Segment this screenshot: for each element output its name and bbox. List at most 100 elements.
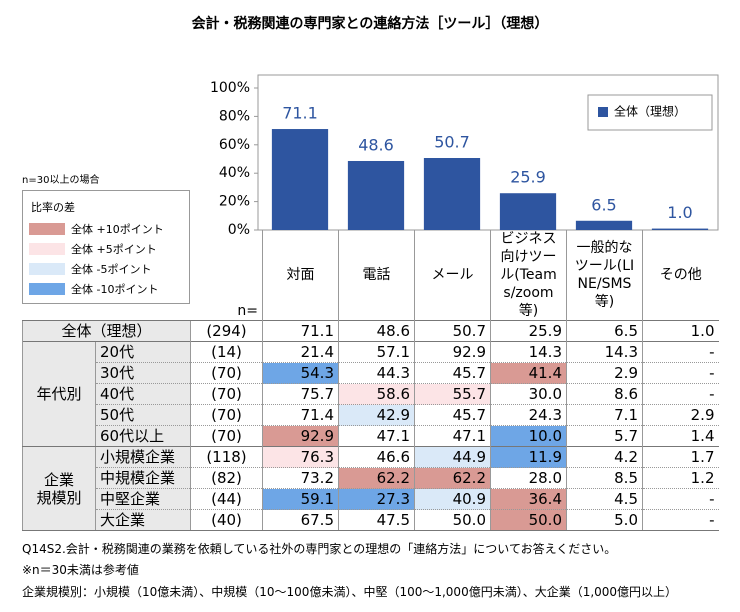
value-cell: 44.9 — [414, 446, 491, 468]
column-header: メール — [414, 230, 491, 321]
legend-swatch — [29, 223, 65, 235]
table-row: 企業 規模別 小規模企業 (118) 76.3 46.6 44.9 11.9 4.2 1.7 — [22, 446, 719, 531]
value-cell: 62.2 — [338, 467, 415, 489]
value-cell: 50.0 — [490, 509, 567, 531]
y-tick-label: 100% — [210, 80, 250, 96]
value-cell: 28.0 — [490, 467, 567, 489]
column-header: 一般的なツール(LINE/SMS等) — [566, 230, 643, 321]
value-cell: 55.7 — [414, 383, 491, 405]
table-row: 30代 (70) 54.3 44.3 45.7 41.4 2.9- — [23, 362, 719, 384]
value-cell: 59.1 — [262, 488, 339, 510]
value-cell: 5.7 — [566, 425, 643, 447]
row-label: 全体（理想） — [22, 320, 191, 342]
value-cell: 27.3 — [338, 488, 415, 510]
n-header: n= — [237, 303, 258, 319]
value-cell: 4.2 — [566, 446, 643, 468]
value-cell: 47.1 — [414, 425, 491, 447]
legend-swatch — [29, 263, 65, 275]
footnote: 企業規模別：小規模（10億未満）、中規模（10～100億未満）、中堅（100～1… — [22, 585, 678, 599]
value-cell: 6.5 — [566, 320, 643, 342]
value-cell: 76.3 — [262, 446, 339, 468]
value-cell: 50.7 — [414, 320, 491, 342]
table-row: 40代 (70) 75.7 58.6 55.7 30.0 8.6- — [23, 383, 719, 405]
column-header: ビジネス向けツール(Teams/zoom等) — [490, 230, 567, 321]
value-cell: 54.3 — [262, 362, 339, 384]
value-cell: - — [642, 341, 719, 363]
row-label: 中堅企業 — [95, 488, 191, 510]
row-label: 50代 — [95, 404, 191, 426]
header-row: n= 対面 電話 メール ビジネス向けツール(Teams/zoom等) 一般的なツール(L… — [23, 230, 719, 321]
value-cell: 41.4 — [490, 362, 567, 384]
value-cell: 1.0 — [642, 320, 719, 342]
row-label: 中規模企業 — [95, 467, 191, 489]
group-label: 企業 規模別 — [22, 446, 96, 531]
value-cell: 24.3 — [490, 404, 567, 426]
value-cell: 45.7 — [414, 362, 491, 384]
value-cell: - — [642, 362, 719, 384]
value-cell: 1.4 — [642, 425, 719, 447]
legend-title: 比率の差 — [31, 201, 75, 214]
bar — [575, 220, 633, 230]
value-cell: 40.9 — [414, 488, 491, 510]
diff-legend: 比率の差 全体 +10ポイント 全体 +5ポイント 全体 -5ポイント 全体 -10ポ… — [22, 190, 190, 304]
footnote: ※n＝30未満は参考値 — [22, 563, 139, 577]
value-cell: 45.7 — [414, 404, 491, 426]
value-cell: 92.9 — [414, 341, 491, 363]
legend-item: 全体 -10ポイント — [29, 281, 158, 297]
y-tick-label: 60% — [219, 137, 250, 153]
value-cell: 48.6 — [338, 320, 415, 342]
n-cell: (70) — [190, 404, 263, 426]
n-cell: (44) — [190, 488, 263, 510]
column-header: その他 — [642, 230, 719, 321]
legend-swatch — [29, 283, 65, 295]
value-cell: 73.2 — [262, 467, 339, 489]
value-cell: 14.3 — [490, 341, 567, 363]
n-cell: (294) — [190, 320, 263, 342]
row-label: 60代以上 — [95, 425, 191, 447]
value-cell: 62.2 — [414, 467, 491, 489]
legend-label: 全体 -10ポイント — [71, 283, 159, 296]
y-tick-label: 20% — [219, 194, 250, 210]
row-label: 小規模企業 — [95, 446, 191, 468]
value-cell: 71.4 — [262, 404, 339, 426]
footnote: Q14S2.会計・税務関連の業務を依頼している社外の専門家との理想の「連絡方法」… — [22, 542, 617, 556]
value-cell: 8.5 — [566, 467, 643, 489]
value-cell: 11.9 — [490, 446, 567, 468]
legend-swatch — [29, 243, 65, 255]
value-cell: 21.4 — [262, 341, 339, 363]
n-cell: (70) — [190, 383, 263, 405]
y-tick-label: 0% — [228, 222, 250, 238]
value-cell: 67.5 — [262, 509, 339, 531]
value-cell: 44.3 — [338, 362, 415, 384]
value-cell: 5.0 — [566, 509, 643, 531]
table-row: 大企業 (40) 67.5 47.5 50.0 50.0 5.0- — [23, 509, 719, 531]
value-cell: 2.9 — [642, 404, 719, 426]
legend-label: 全体 -5ポイント — [71, 263, 152, 276]
value-cell: 42.9 — [338, 404, 415, 426]
n-cell: (118) — [190, 446, 263, 468]
value-cell: 75.7 — [262, 383, 339, 405]
value-cell: 58.6 — [338, 383, 415, 405]
value-cell: 47.1 — [338, 425, 415, 447]
legend-swatch — [598, 107, 608, 117]
value-cell: - — [642, 488, 719, 510]
n-cell: (70) — [190, 425, 263, 447]
value-cell: 2.9 — [566, 362, 643, 384]
value-cell: 50.0 — [414, 509, 491, 531]
legend-label: 全体（理想） — [614, 104, 686, 119]
table-row: 50代 (70) 71.4 42.9 45.7 24.3 7.1 2.9 — [23, 404, 719, 426]
table-row: 年代別 20代 (14) 21.4 57.1 92.9 14.3 14.3- — [22, 341, 719, 447]
value-cell: 71.1 — [262, 320, 339, 342]
legend-item: 全体 -5ポイント — [29, 261, 151, 277]
table-row: 中規模企業 (82) 73.2 62.2 62.2 28.0 8.5 1.2 — [23, 467, 719, 489]
y-tick-label: 80% — [219, 108, 250, 124]
total-row: 全体（理想） (294) 71.1 48.6 50.7 25.9 6.5 1.0 — [22, 320, 719, 342]
value-label: 1.0 — [667, 203, 692, 222]
value-cell: 57.1 — [338, 341, 415, 363]
value-label: 71.1 — [282, 104, 318, 123]
table-row: 60代以上 (70) 92.9 47.1 47.1 10.0 5.7 1.4 — [23, 425, 719, 447]
blank — [23, 230, 191, 321]
value-cell: 47.5 — [338, 509, 415, 531]
value-label: 6.5 — [591, 195, 616, 214]
